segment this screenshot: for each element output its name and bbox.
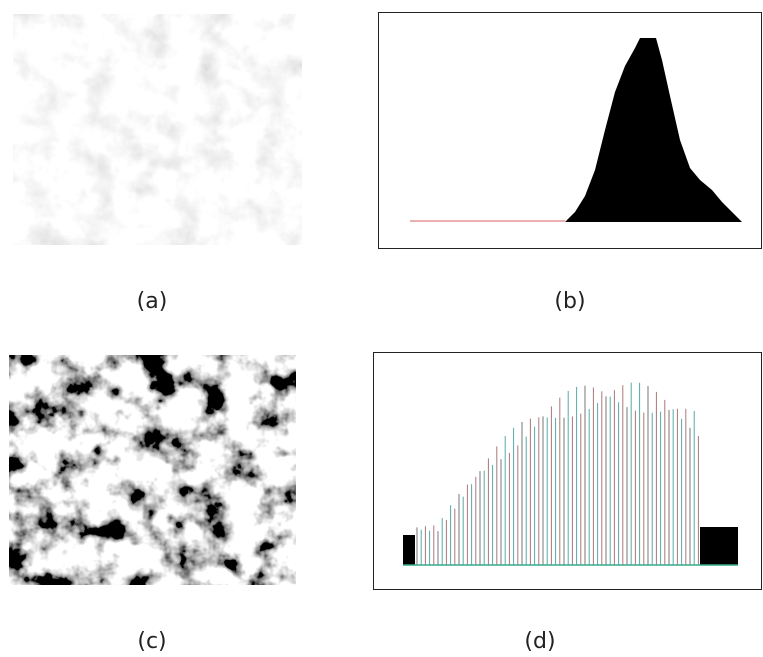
caption: (d) <box>524 629 555 654</box>
caption: (c) <box>137 629 166 654</box>
histogram-stroke <box>700 527 738 565</box>
caption: (b) <box>554 289 585 314</box>
histogram-stroke <box>403 535 415 565</box>
histogram-d <box>403 383 738 565</box>
caption: (a) <box>137 289 168 314</box>
page: {"panels": [{"caption": "(a)"}, {"captio… <box>0 0 763 657</box>
image-c <box>9 355 296 585</box>
image-a <box>13 14 302 245</box>
figure: (a) (b) (c) (d) <box>0 0 763 657</box>
histogram-b <box>565 38 742 222</box>
